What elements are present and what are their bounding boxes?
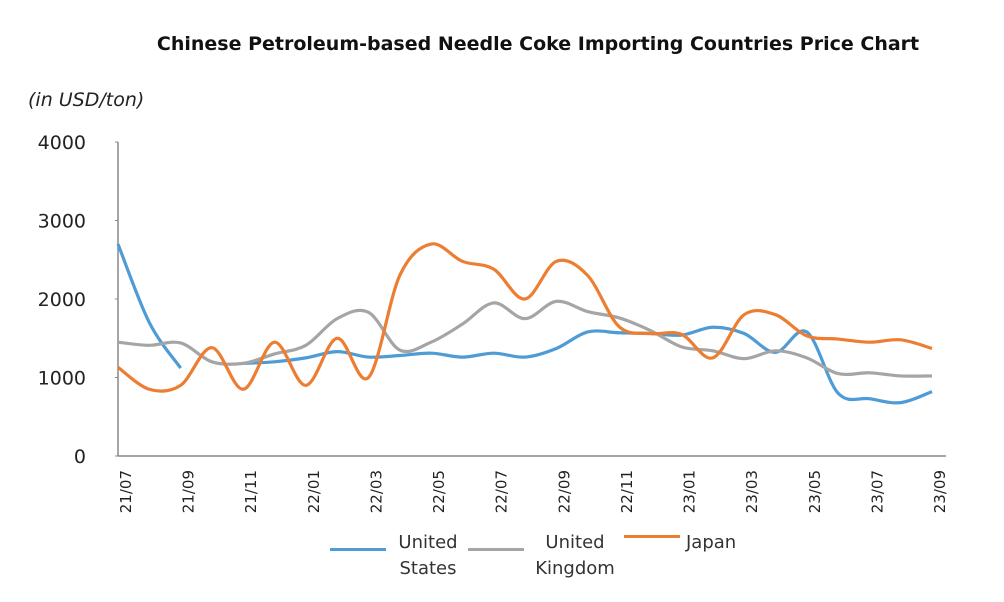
x-tick-label: 23/07 [868, 470, 886, 513]
legend-swatch [624, 534, 680, 538]
x-tick-label: 21/11 [242, 470, 260, 513]
series-line [116, 243, 933, 405]
x-tick-label: 23/03 [743, 470, 761, 513]
legend-item: United Kingdom [468, 530, 620, 582]
x-tick-label: 23/09 [931, 470, 949, 513]
y-tick-label: 4000 [38, 132, 86, 154]
x-tick-label: 22/11 [618, 470, 636, 513]
series-line [117, 242, 933, 393]
x-tick-label: 22/03 [367, 470, 385, 513]
legend-label: Japan [686, 532, 737, 553]
y-axis-label: (in USD/ton) [28, 89, 144, 111]
legend-item: Japan [624, 530, 736, 556]
x-tick-label: 23/01 [681, 470, 699, 513]
x-tick-label: 21/09 [180, 470, 198, 513]
x-tick-label: 22/09 [555, 470, 573, 513]
series-line [117, 299, 933, 378]
legend: United States United Kingdom Japan [330, 530, 736, 582]
x-tick-label: 22/01 [305, 470, 323, 513]
legend-label: United Kingdom [535, 532, 615, 579]
y-tick-label: 0 [74, 446, 86, 468]
chart: Chinese Petroleum-based Needle Coke Impo… [28, 33, 949, 513]
y-tick-label: 2000 [38, 289, 86, 311]
legend-label: United States [398, 532, 458, 579]
x-tick-label: 21/07 [117, 470, 135, 513]
y-tick-label: 1000 [38, 368, 86, 390]
legend-item: United States [330, 530, 464, 582]
x-tick-label: 22/05 [430, 470, 448, 513]
y-tick-label: 3000 [38, 211, 86, 233]
x-tick-label: 22/07 [493, 470, 511, 513]
legend-swatch [468, 547, 524, 551]
x-tick-label: 23/05 [806, 470, 824, 513]
legend-swatch [330, 547, 386, 551]
chart-title: Chinese Petroleum-based Needle Coke Impo… [157, 33, 919, 55]
